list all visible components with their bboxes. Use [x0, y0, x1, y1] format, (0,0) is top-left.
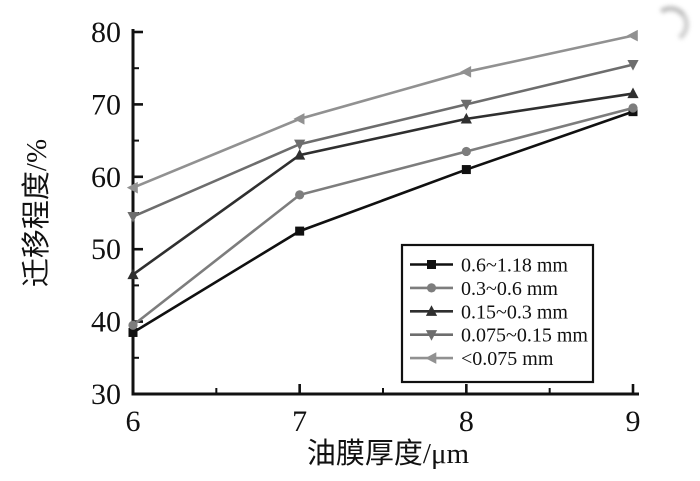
y-axis-title: 迁移程度/% — [20, 139, 53, 287]
series-2-point-2 — [460, 112, 472, 124]
series-1-point-1 — [295, 190, 305, 200]
x-tick-label: 7 — [292, 405, 307, 438]
series-line-0 — [132, 110, 634, 334]
legend-marker-1 — [426, 283, 437, 293]
legend-marker-3 — [425, 330, 438, 341]
y-tick-label: 30 — [91, 378, 121, 411]
legend-label-2: 0.15~0.3 mm — [461, 301, 568, 323]
series-line-3 — [132, 63, 634, 218]
x-tick-label: 9 — [626, 405, 641, 438]
y-tick-label: 60 — [91, 161, 121, 194]
series-4-point-2 — [460, 66, 472, 78]
x-tick-label: 8 — [459, 405, 474, 438]
series-4-point-3 — [626, 29, 638, 42]
series-4-point-1 — [293, 113, 305, 125]
legend-label-0: 0.6~1.18 mm — [461, 255, 568, 277]
series-1-point-3 — [628, 103, 638, 113]
legend-label-4: <0.075 mm — [461, 348, 554, 370]
series-lines — [126, 29, 639, 337]
series-0-point-2 — [461, 165, 471, 175]
series-0-point-1 — [295, 226, 305, 236]
series-4-point-0 — [126, 181, 138, 194]
legend-marker-4 — [425, 352, 437, 364]
series-1-point-0 — [128, 320, 138, 330]
y-tick-label: 50 — [91, 233, 121, 266]
series-3-point-1 — [294, 139, 306, 151]
y-tick-label: 40 — [91, 306, 121, 339]
x-tick-label: 6 — [126, 405, 141, 438]
series-1-point-2 — [461, 146, 471, 157]
series-line-4 — [132, 34, 634, 189]
series-line-1 — [132, 106, 634, 327]
x-axis-title: 油膜厚度/μm — [307, 437, 470, 470]
series-line-2 — [132, 92, 634, 276]
series-3-point-0 — [127, 212, 139, 223]
legend-marker-0 — [427, 260, 436, 269]
legend-label-3: 0.075~0.15 mm — [461, 325, 588, 347]
y-tick-label: 80 — [91, 16, 121, 49]
axes: 30 40 50 60 70 80 6 7 8 9 — [91, 16, 641, 438]
y-tick-label: 70 — [91, 88, 121, 121]
legend-marker-2 — [425, 305, 438, 316]
legend: 0.6~1.18 mm0.3~0.6 mm0.15~0.3 mm0.075~0.… — [400, 243, 595, 384]
legend-label-1: 0.3~0.6 mm — [461, 278, 558, 300]
series-3-point-3 — [627, 59, 639, 71]
series-3-point-2 — [460, 99, 472, 111]
series-2-point-3 — [627, 87, 639, 99]
series-2-point-0 — [127, 268, 139, 280]
series-2-point-1 — [294, 149, 306, 160]
series-0-point-0 — [128, 327, 138, 337]
